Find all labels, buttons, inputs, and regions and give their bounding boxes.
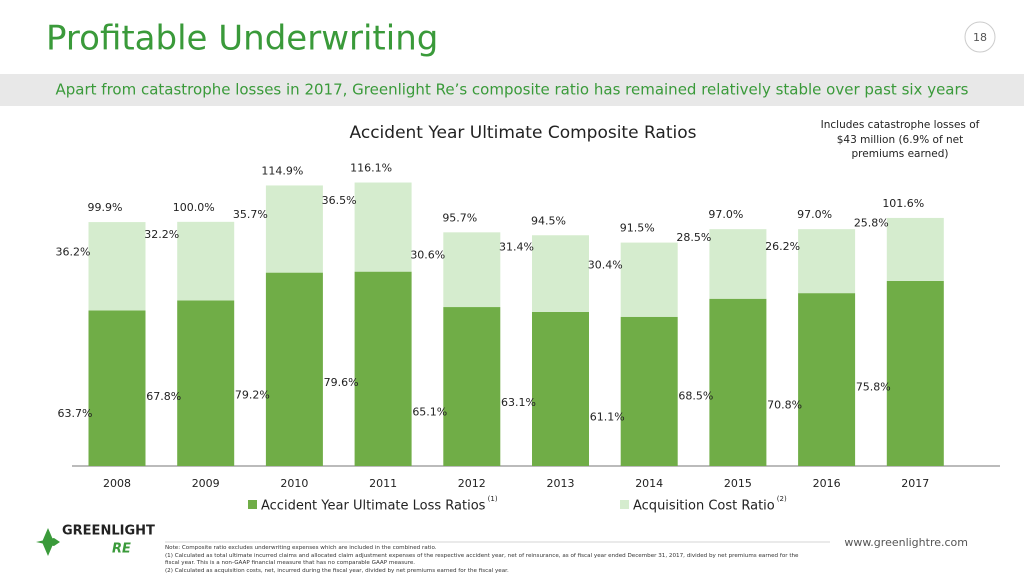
total-label: 97.0% — [708, 208, 743, 221]
bar-segment — [88, 222, 146, 311]
bar-segment — [88, 310, 146, 466]
logo-re: RE — [112, 542, 131, 557]
logo-text: GREENLIGHT — [62, 524, 155, 539]
bar-segment — [177, 300, 235, 466]
bar-segment — [620, 316, 678, 466]
segment-label: 36.5% — [322, 194, 357, 207]
total-label: 91.5% — [620, 222, 655, 235]
segment-label: 63.7% — [58, 407, 93, 420]
page-badge — [964, 21, 996, 53]
subtitle: Apart from catastrophe losses in 2017, G… — [56, 81, 969, 99]
bar-segment — [532, 311, 589, 466]
segment-label: 30.6% — [410, 249, 445, 262]
note: (1) Calculated as total ultimate incurre… — [165, 552, 799, 567]
segment-label: 65.1% — [412, 406, 447, 419]
notes-box: Note: Composite ratio excludes underwrit… — [165, 545, 799, 574]
total-label: 94.5% — [531, 214, 566, 227]
bar-segment — [532, 235, 589, 312]
total-label: 99.9% — [88, 201, 123, 214]
x-tick-label: 2016 — [813, 477, 841, 490]
legend-footnote: (2) — [777, 495, 787, 503]
url: www.greenlightre.com — [844, 536, 968, 549]
total-label: 95.7% — [442, 211, 477, 224]
note: Note: Composite ratio excludes underwrit… — [165, 545, 437, 551]
annotation: Includes catastrophe losses of $43 milli… — [820, 119, 980, 161]
note: (2) Calculated as acquisition costs, net… — [165, 567, 509, 574]
segment-label: 68.5% — [678, 389, 713, 402]
x-tick-label: 2011 — [369, 477, 397, 490]
x-tick-label: 2009 — [192, 477, 220, 490]
legend-label: Acquisition Cost Ratio — [633, 499, 775, 514]
subtitle-band — [0, 74, 1024, 106]
bar-segment — [886, 217, 944, 281]
segment-label: 36.2% — [56, 245, 91, 258]
segment-label: 67.8% — [146, 390, 181, 403]
bar-segment — [709, 298, 767, 466]
segment-label: 75.8% — [856, 380, 891, 393]
total-label: 97.0% — [797, 208, 832, 221]
total-label: 114.9% — [261, 164, 303, 177]
bar-segment — [886, 280, 944, 466]
legend-swatch — [620, 500, 629, 509]
annotation-box: Includes catastrophe losses of $43 milli… — [820, 119, 980, 161]
segment-label: 25.8% — [854, 216, 889, 229]
x-tick-label: 2010 — [280, 477, 308, 490]
page-number: 18 — [973, 31, 987, 44]
legend-label: Accident Year Ultimate Loss Ratios — [261, 499, 486, 514]
bar-segment — [798, 229, 856, 294]
x-tick-label: 2008 — [103, 477, 131, 490]
chart-title: Accident Year Ultimate Composite Ratios — [350, 123, 697, 143]
total-label: 116.1% — [350, 162, 392, 175]
bar-segment — [177, 221, 235, 301]
legend-footnote: (1) — [488, 495, 498, 503]
segment-label: 26.2% — [765, 240, 800, 253]
segment-label: 30.4% — [588, 259, 623, 272]
total-label: 100.0% — [173, 201, 215, 214]
bar-segment — [709, 229, 767, 299]
bar-segment — [354, 271, 412, 466]
bar-segment — [443, 307, 501, 466]
bar-segment — [620, 242, 678, 317]
segment-label: 35.7% — [233, 208, 268, 221]
segment-label: 63.1% — [501, 396, 536, 409]
total-label: 101.6% — [882, 197, 924, 210]
segment-label: 79.6% — [324, 376, 359, 389]
slide-title: Profitable Underwriting — [46, 19, 438, 59]
bar-segment — [265, 185, 323, 273]
segment-label: 28.5% — [676, 231, 711, 244]
x-tick-label: 2014 — [635, 477, 663, 490]
segment-label: 32.2% — [144, 228, 179, 241]
bar-segment — [265, 272, 323, 466]
segment-label: 70.8% — [767, 399, 802, 412]
x-tick-label: 2017 — [901, 477, 929, 490]
logo-star — [36, 528, 60, 556]
bar-segment — [798, 293, 856, 466]
x-tick-label: 2015 — [724, 477, 752, 490]
legend-swatch — [248, 500, 257, 509]
x-tick-label: 2013 — [547, 477, 575, 490]
bar-segment — [354, 182, 412, 272]
segment-label: 61.1% — [590, 410, 625, 423]
segment-label: 31.4% — [499, 241, 534, 254]
x-tick-label: 2012 — [458, 477, 486, 490]
bar-segment — [443, 232, 501, 308]
segment-label: 79.2% — [235, 388, 270, 401]
